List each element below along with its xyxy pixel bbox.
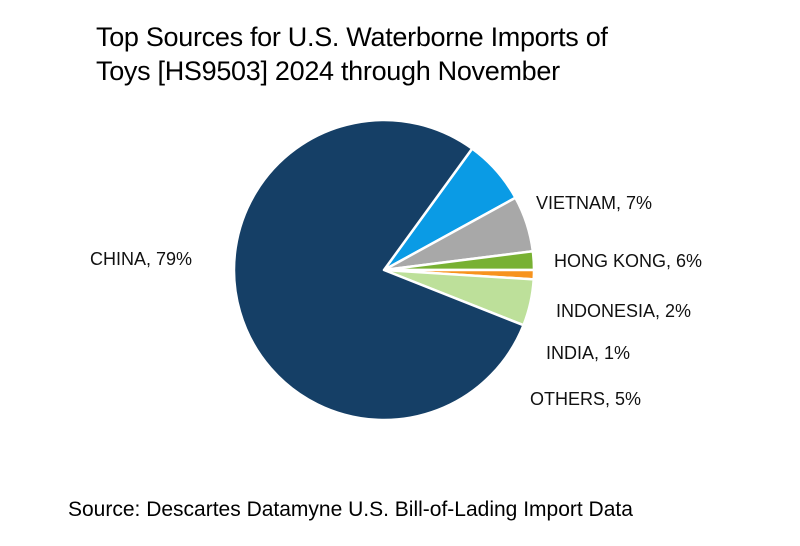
chart-title-line-2: Toys [HS9503] 2024 through November — [96, 56, 560, 86]
label-vietnam: VIETNAM, 7% — [536, 193, 653, 213]
chart-title: Top Sources for U.S. Waterborne Imports … — [96, 20, 736, 88]
label-others: OTHERS, 5% — [530, 389, 642, 409]
chart-title-line-1: Top Sources for U.S. Waterborne Imports … — [96, 22, 608, 52]
label-hong-kong: HONG KONG, 6% — [554, 251, 703, 271]
label-china: CHINA, 79% — [90, 249, 193, 269]
pie-slices — [232, 118, 536, 422]
label-india: INDIA, 1% — [546, 343, 631, 363]
pie-slice-china — [232, 118, 525, 422]
label-indonesia: INDONESIA, 2% — [556, 301, 692, 321]
source-note: Source: Descartes Datamyne U.S. Bill-of-… — [68, 498, 633, 521]
